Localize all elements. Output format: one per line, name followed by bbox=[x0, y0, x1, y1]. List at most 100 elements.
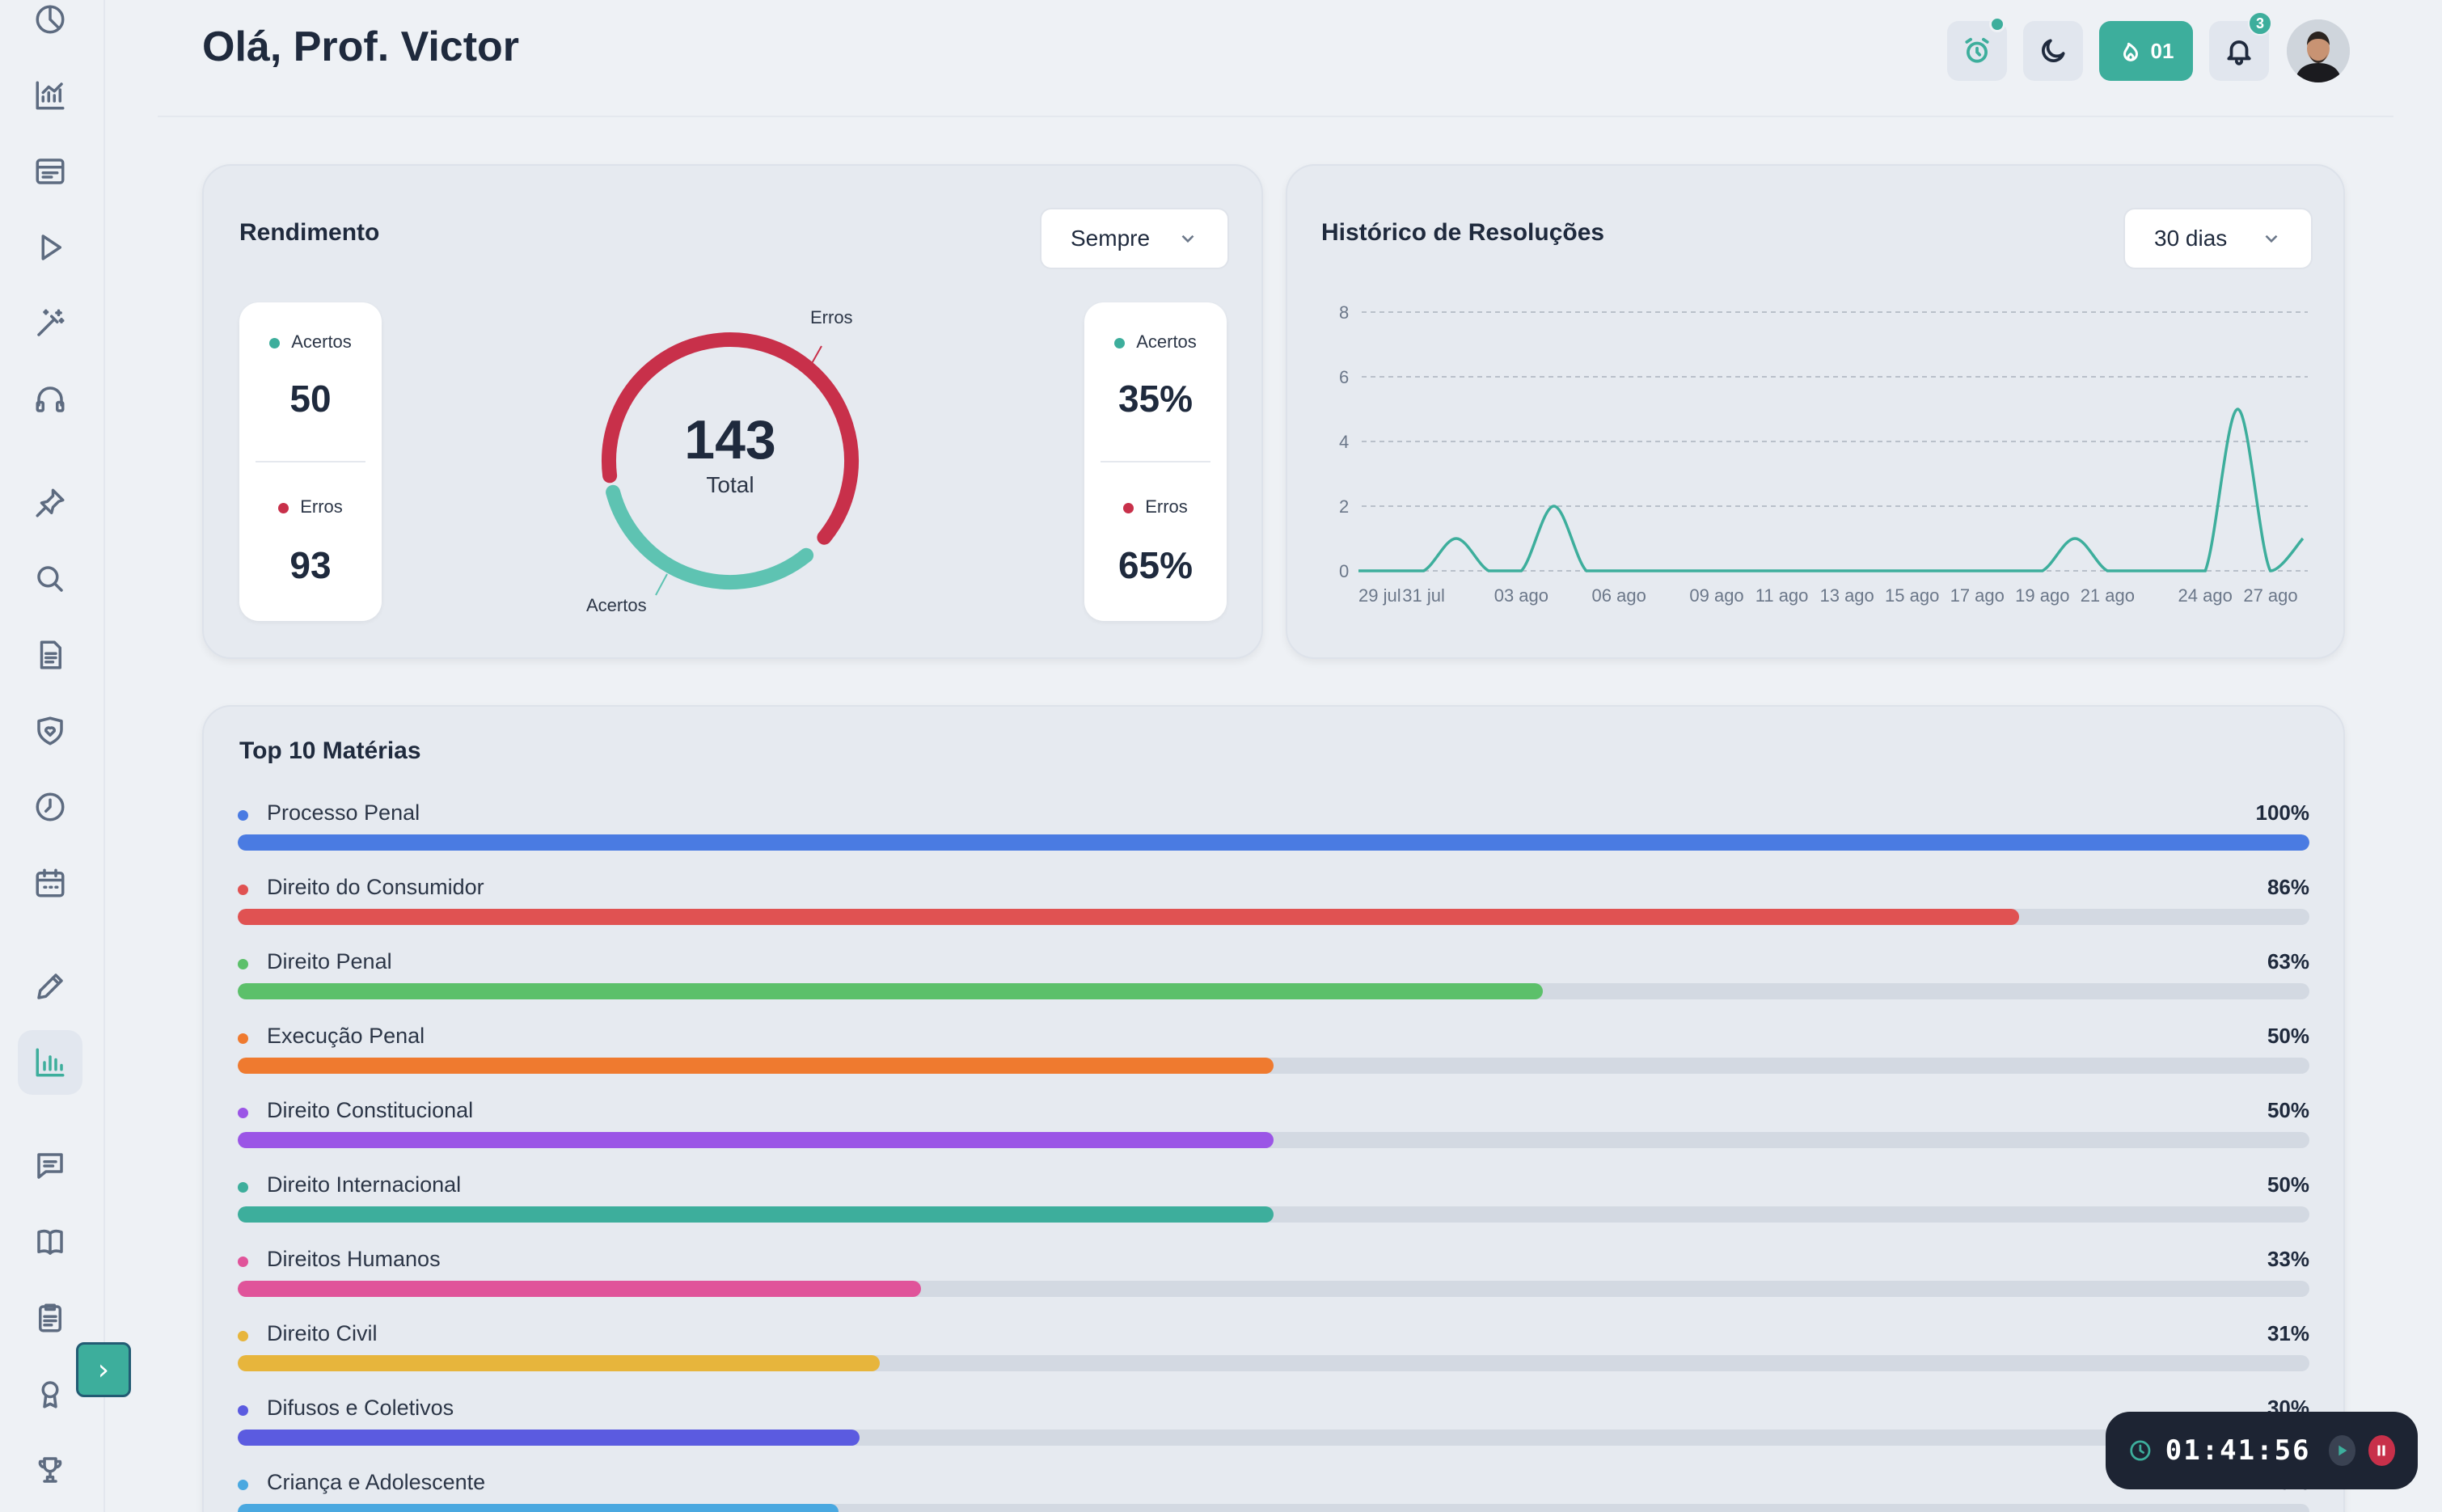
subject-name: Difusos e Coletivos bbox=[267, 1396, 454, 1420]
subject-dot bbox=[238, 1108, 248, 1118]
subject-dot bbox=[238, 885, 248, 895]
subject-progress-track bbox=[238, 909, 2309, 925]
y-tick-label: 0 bbox=[1339, 561, 1349, 581]
subject-percent: 33% bbox=[2267, 1247, 2309, 1271]
x-tick-label: 24 ago bbox=[2178, 585, 2233, 606]
subject-dot bbox=[238, 1331, 248, 1341]
pencil-icon[interactable] bbox=[18, 954, 82, 1019]
x-tick-label: 27 ago bbox=[2243, 585, 2297, 606]
avatar[interactable] bbox=[2287, 19, 2350, 82]
acertos-leader-line bbox=[655, 573, 668, 596]
donut-erros-label: Erros bbox=[810, 307, 853, 327]
subject-progress-track bbox=[238, 1132, 2309, 1148]
alarm-button[interactable] bbox=[1947, 16, 2007, 81]
bar-chart-icon[interactable] bbox=[18, 1030, 82, 1095]
rendimento-period-select[interactable]: Sempre bbox=[1040, 208, 1229, 269]
erros-pct-value: 65% bbox=[1117, 544, 1194, 586]
acertos-count-value: 50 bbox=[289, 378, 332, 420]
pie-chart-icon[interactable] bbox=[18, 0, 82, 52]
play-icon[interactable] bbox=[18, 215, 82, 280]
subject-progress-fill bbox=[238, 1206, 1274, 1223]
erros-leader-line bbox=[806, 345, 822, 373]
magic-wand-icon[interactable] bbox=[18, 291, 82, 356]
x-tick-label: 31 jul bbox=[1402, 585, 1445, 606]
donut-center: 143 Total bbox=[617, 412, 843, 498]
subject-progress-track bbox=[238, 834, 2309, 851]
play-icon bbox=[2338, 1445, 2347, 1456]
subject-progress-fill bbox=[238, 1132, 1274, 1148]
timer-pause-button[interactable] bbox=[2368, 1435, 2396, 1466]
performance-donut-chart bbox=[602, 332, 859, 596]
header-divider bbox=[158, 116, 2393, 117]
notifications-button[interactable]: 3 bbox=[2209, 11, 2272, 81]
chevron-down-icon bbox=[1181, 234, 1194, 243]
subject-progress-fill bbox=[238, 909, 2020, 925]
x-tick-label: 13 ago bbox=[1819, 585, 1874, 606]
subject-name: Processo Penal bbox=[267, 800, 420, 825]
subject-progress-fill bbox=[238, 1504, 839, 1512]
pause-icon bbox=[2377, 1445, 2385, 1456]
subject-progress-fill bbox=[238, 834, 2309, 851]
clipboard-icon[interactable] bbox=[18, 1286, 82, 1350]
award-icon[interactable] bbox=[18, 1362, 82, 1426]
subject-percent: 50% bbox=[2267, 1024, 2309, 1048]
document-icon[interactable] bbox=[18, 623, 82, 687]
subject-progress-track bbox=[238, 1504, 2309, 1512]
streak-badge[interactable]: 01 bbox=[2099, 21, 2193, 81]
message-icon[interactable] bbox=[18, 1134, 82, 1198]
historico-period-select[interactable]: 30 dias bbox=[2123, 208, 2313, 269]
x-tick-label: 17 ago bbox=[1950, 585, 2005, 606]
historico-line-chart: 0 2 4 6 8 29 jul 31 jul 03 ago 06 ago 09 ago 11 ag… bbox=[1339, 302, 2308, 606]
erros-dot bbox=[278, 502, 289, 513]
headphones-icon[interactable] bbox=[18, 367, 82, 432]
subject-dot bbox=[238, 1256, 248, 1267]
subject-progress-fill bbox=[238, 1430, 860, 1446]
clock-icon[interactable] bbox=[18, 775, 82, 839]
book-icon[interactable] bbox=[18, 1210, 82, 1274]
rendimento-period-value: Sempre bbox=[1071, 226, 1151, 251]
subject-name: Direitos Humanos bbox=[267, 1247, 441, 1271]
calendar-icon[interactable] bbox=[18, 851, 82, 915]
study-timer: 01:41:56 bbox=[2106, 1412, 2418, 1489]
subject-name: Direito Penal bbox=[267, 949, 392, 974]
x-tick-label: 03 ago bbox=[1494, 585, 1548, 606]
line-chart-icon[interactable] bbox=[18, 63, 82, 128]
subject-name: Execução Penal bbox=[267, 1024, 425, 1048]
subject-name: Direito Constitucional bbox=[267, 1098, 474, 1122]
flame-icon bbox=[2123, 42, 2138, 61]
historico-title: Histórico de Resoluções bbox=[1321, 219, 1605, 246]
subject-progress-fill bbox=[238, 1355, 881, 1371]
y-tick-label: 4 bbox=[1339, 432, 1349, 452]
pin-icon[interactable] bbox=[18, 471, 82, 535]
erros-count-value: 93 bbox=[289, 544, 332, 586]
subject-progress-track bbox=[238, 1206, 2309, 1223]
donut-acertos-label: Acertos bbox=[586, 595, 647, 615]
browser-window-icon[interactable] bbox=[18, 139, 82, 204]
subject-name: Direito Civil bbox=[267, 1321, 378, 1345]
donut-acertos-arc bbox=[606, 484, 814, 589]
bell-icon bbox=[2227, 40, 2251, 65]
subject-percent: 100% bbox=[2255, 800, 2310, 825]
subject-progress-fill bbox=[238, 1281, 922, 1297]
x-tick-label: 21 ago bbox=[2081, 585, 2135, 606]
top10-card: Top 10 Matérias bbox=[202, 705, 2345, 1512]
alarm-clock-icon bbox=[1965, 37, 1989, 63]
shield-heart-icon[interactable] bbox=[18, 699, 82, 763]
search-icon[interactable] bbox=[18, 547, 82, 611]
trophy-icon[interactable] bbox=[18, 1438, 82, 1502]
top10-title: Top 10 Matérias bbox=[239, 737, 421, 764]
subject-name: Direito do Consumidor bbox=[267, 875, 484, 899]
subject-percent: 50% bbox=[2267, 1172, 2309, 1197]
historico-period-value: 30 dias bbox=[2154, 226, 2228, 251]
x-tick-label: 29 jul bbox=[1358, 585, 1401, 606]
y-tick-label: 2 bbox=[1339, 496, 1349, 517]
subject-percent: 86% bbox=[2267, 875, 2309, 899]
clock-icon bbox=[2130, 1440, 2151, 1461]
timer-play-button[interactable] bbox=[2328, 1435, 2355, 1466]
expand-sidebar-button[interactable]: › bbox=[76, 1342, 131, 1397]
acertos-count-label: Acertos bbox=[239, 332, 382, 353]
moon-icon bbox=[2042, 39, 2065, 62]
donut-erros-arc bbox=[602, 332, 859, 545]
theme-toggle-button[interactable] bbox=[2023, 21, 2083, 81]
subject-percent: 63% bbox=[2267, 949, 2309, 974]
